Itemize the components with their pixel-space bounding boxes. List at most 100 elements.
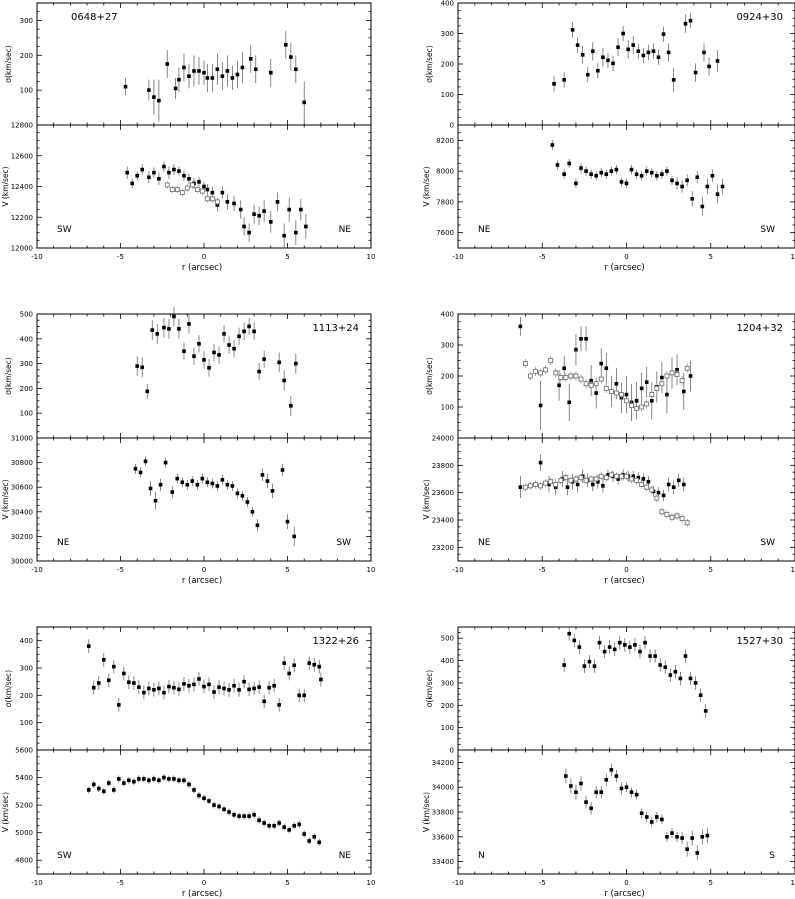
sigma-point bbox=[284, 43, 288, 47]
velocity-point bbox=[102, 789, 106, 794]
sigma-axis-label: σ(km/sec) bbox=[425, 357, 434, 395]
sigma-point bbox=[693, 681, 698, 685]
velocity-point bbox=[665, 169, 669, 173]
velocity-axis-label: V (km/sec) bbox=[422, 479, 431, 519]
sigma-point bbox=[579, 337, 583, 341]
velocity-point bbox=[262, 821, 266, 825]
sigma-point bbox=[658, 663, 662, 667]
velocity-point bbox=[619, 180, 624, 184]
velocity-point-open bbox=[169, 187, 175, 192]
sigma-point bbox=[257, 369, 261, 374]
velocity-point-open bbox=[523, 484, 528, 490]
sigma-point bbox=[611, 61, 615, 66]
sigma-point bbox=[127, 680, 131, 685]
sigma-tick-label: 400 bbox=[441, 0, 454, 8]
velocity-point bbox=[225, 482, 230, 487]
x-tick-label: 10 bbox=[367, 879, 376, 887]
velocity-point bbox=[596, 479, 600, 484]
velocity-point bbox=[675, 181, 679, 186]
velocity-plot-frame bbox=[36, 437, 372, 562]
sigma-point-open bbox=[639, 404, 645, 410]
sigma-tick-label: 300 bbox=[441, 30, 454, 38]
sigma-point-open bbox=[684, 365, 690, 371]
sigma-point bbox=[604, 366, 609, 371]
velocity-point bbox=[215, 484, 220, 488]
velocity-point bbox=[172, 777, 176, 781]
velocity-point bbox=[631, 474, 636, 479]
sigma-point bbox=[688, 374, 693, 378]
velocity-point bbox=[695, 851, 700, 855]
velocity-tick-label: 34000 bbox=[432, 784, 454, 792]
x-tick-label: 10 bbox=[791, 566, 795, 574]
sigma-point bbox=[227, 688, 231, 692]
sigma-tick-label: 300 bbox=[20, 360, 33, 368]
sigma-point bbox=[575, 43, 580, 47]
sigma-point-open bbox=[659, 381, 665, 387]
sigma-point bbox=[152, 95, 156, 99]
velocity-tick-label: 4800 bbox=[15, 857, 33, 865]
sigma-point bbox=[302, 693, 306, 698]
sigma-point bbox=[580, 53, 585, 57]
velocity-tick-label: 30000 bbox=[11, 558, 33, 566]
sigma-point bbox=[666, 50, 671, 55]
velocity-point bbox=[235, 491, 240, 496]
sigma-point bbox=[562, 78, 566, 82]
sigma-point bbox=[641, 53, 646, 58]
velocity-point bbox=[153, 498, 158, 503]
velocity-point bbox=[142, 777, 146, 781]
sigma-point bbox=[634, 399, 639, 403]
sigma-point bbox=[651, 49, 656, 53]
sigma-point bbox=[606, 58, 610, 63]
velocity-point-open bbox=[538, 483, 543, 489]
sigma-point bbox=[222, 332, 226, 336]
velocity-point bbox=[132, 779, 136, 784]
velocity-point bbox=[232, 812, 236, 817]
sigma-point bbox=[240, 65, 245, 70]
sigma-point bbox=[681, 389, 686, 394]
velocity-point bbox=[247, 230, 251, 235]
velocity-point bbox=[705, 833, 710, 838]
velocity-point-open bbox=[624, 473, 629, 479]
sigma-point bbox=[96, 681, 101, 685]
velocity-point bbox=[591, 482, 595, 487]
x-tick-label: -5 bbox=[117, 566, 124, 574]
panel-1322-26: 1322+26 SW NE σ(km/sec) V (km/sec) r (ar… bbox=[1, 626, 376, 899]
velocity-point bbox=[205, 187, 210, 192]
x-axis-label: r (arcsec) bbox=[604, 889, 644, 899]
velocity-point bbox=[639, 811, 644, 816]
velocity-point bbox=[720, 184, 725, 189]
velocity-point-open bbox=[634, 477, 640, 483]
velocity-point bbox=[125, 170, 129, 175]
velocity-point bbox=[252, 212, 256, 216]
velocity-point bbox=[567, 161, 572, 166]
velocity-point bbox=[579, 781, 583, 786]
orientation-right-label: SW bbox=[760, 225, 775, 235]
x-tick-label: -5 bbox=[117, 879, 124, 887]
sigma-point bbox=[227, 343, 231, 347]
sigma-point bbox=[242, 329, 246, 334]
sigma-tick-label: 100 bbox=[20, 410, 33, 418]
velocity-point bbox=[614, 167, 619, 172]
sigma-point bbox=[624, 392, 629, 397]
sigma-point bbox=[192, 682, 196, 687]
x-tick-label: -10 bbox=[452, 253, 463, 261]
sigma-point bbox=[646, 50, 651, 55]
sigma-point bbox=[567, 400, 572, 405]
sigma-point bbox=[257, 685, 261, 689]
orientation-left-label: NE bbox=[478, 225, 491, 235]
velocity-tick-label: 23800 bbox=[432, 462, 454, 470]
x-tick-label: -10 bbox=[452, 566, 463, 574]
velocity-point bbox=[287, 828, 291, 832]
velocity-point bbox=[175, 476, 180, 481]
sigma-point-open bbox=[573, 373, 579, 379]
sigma-point bbox=[202, 684, 206, 689]
velocity-tick-label: 34200 bbox=[432, 759, 454, 767]
sigma-point bbox=[307, 661, 312, 665]
sigma-tick-label: 200 bbox=[441, 702, 454, 710]
sigma-point bbox=[683, 654, 688, 658]
velocity-point bbox=[207, 799, 211, 803]
velocity-point bbox=[649, 820, 654, 824]
sigma-tick-label: 100 bbox=[441, 404, 454, 412]
velocity-point bbox=[624, 181, 629, 186]
velocity-tick-label: 12400 bbox=[11, 183, 33, 191]
